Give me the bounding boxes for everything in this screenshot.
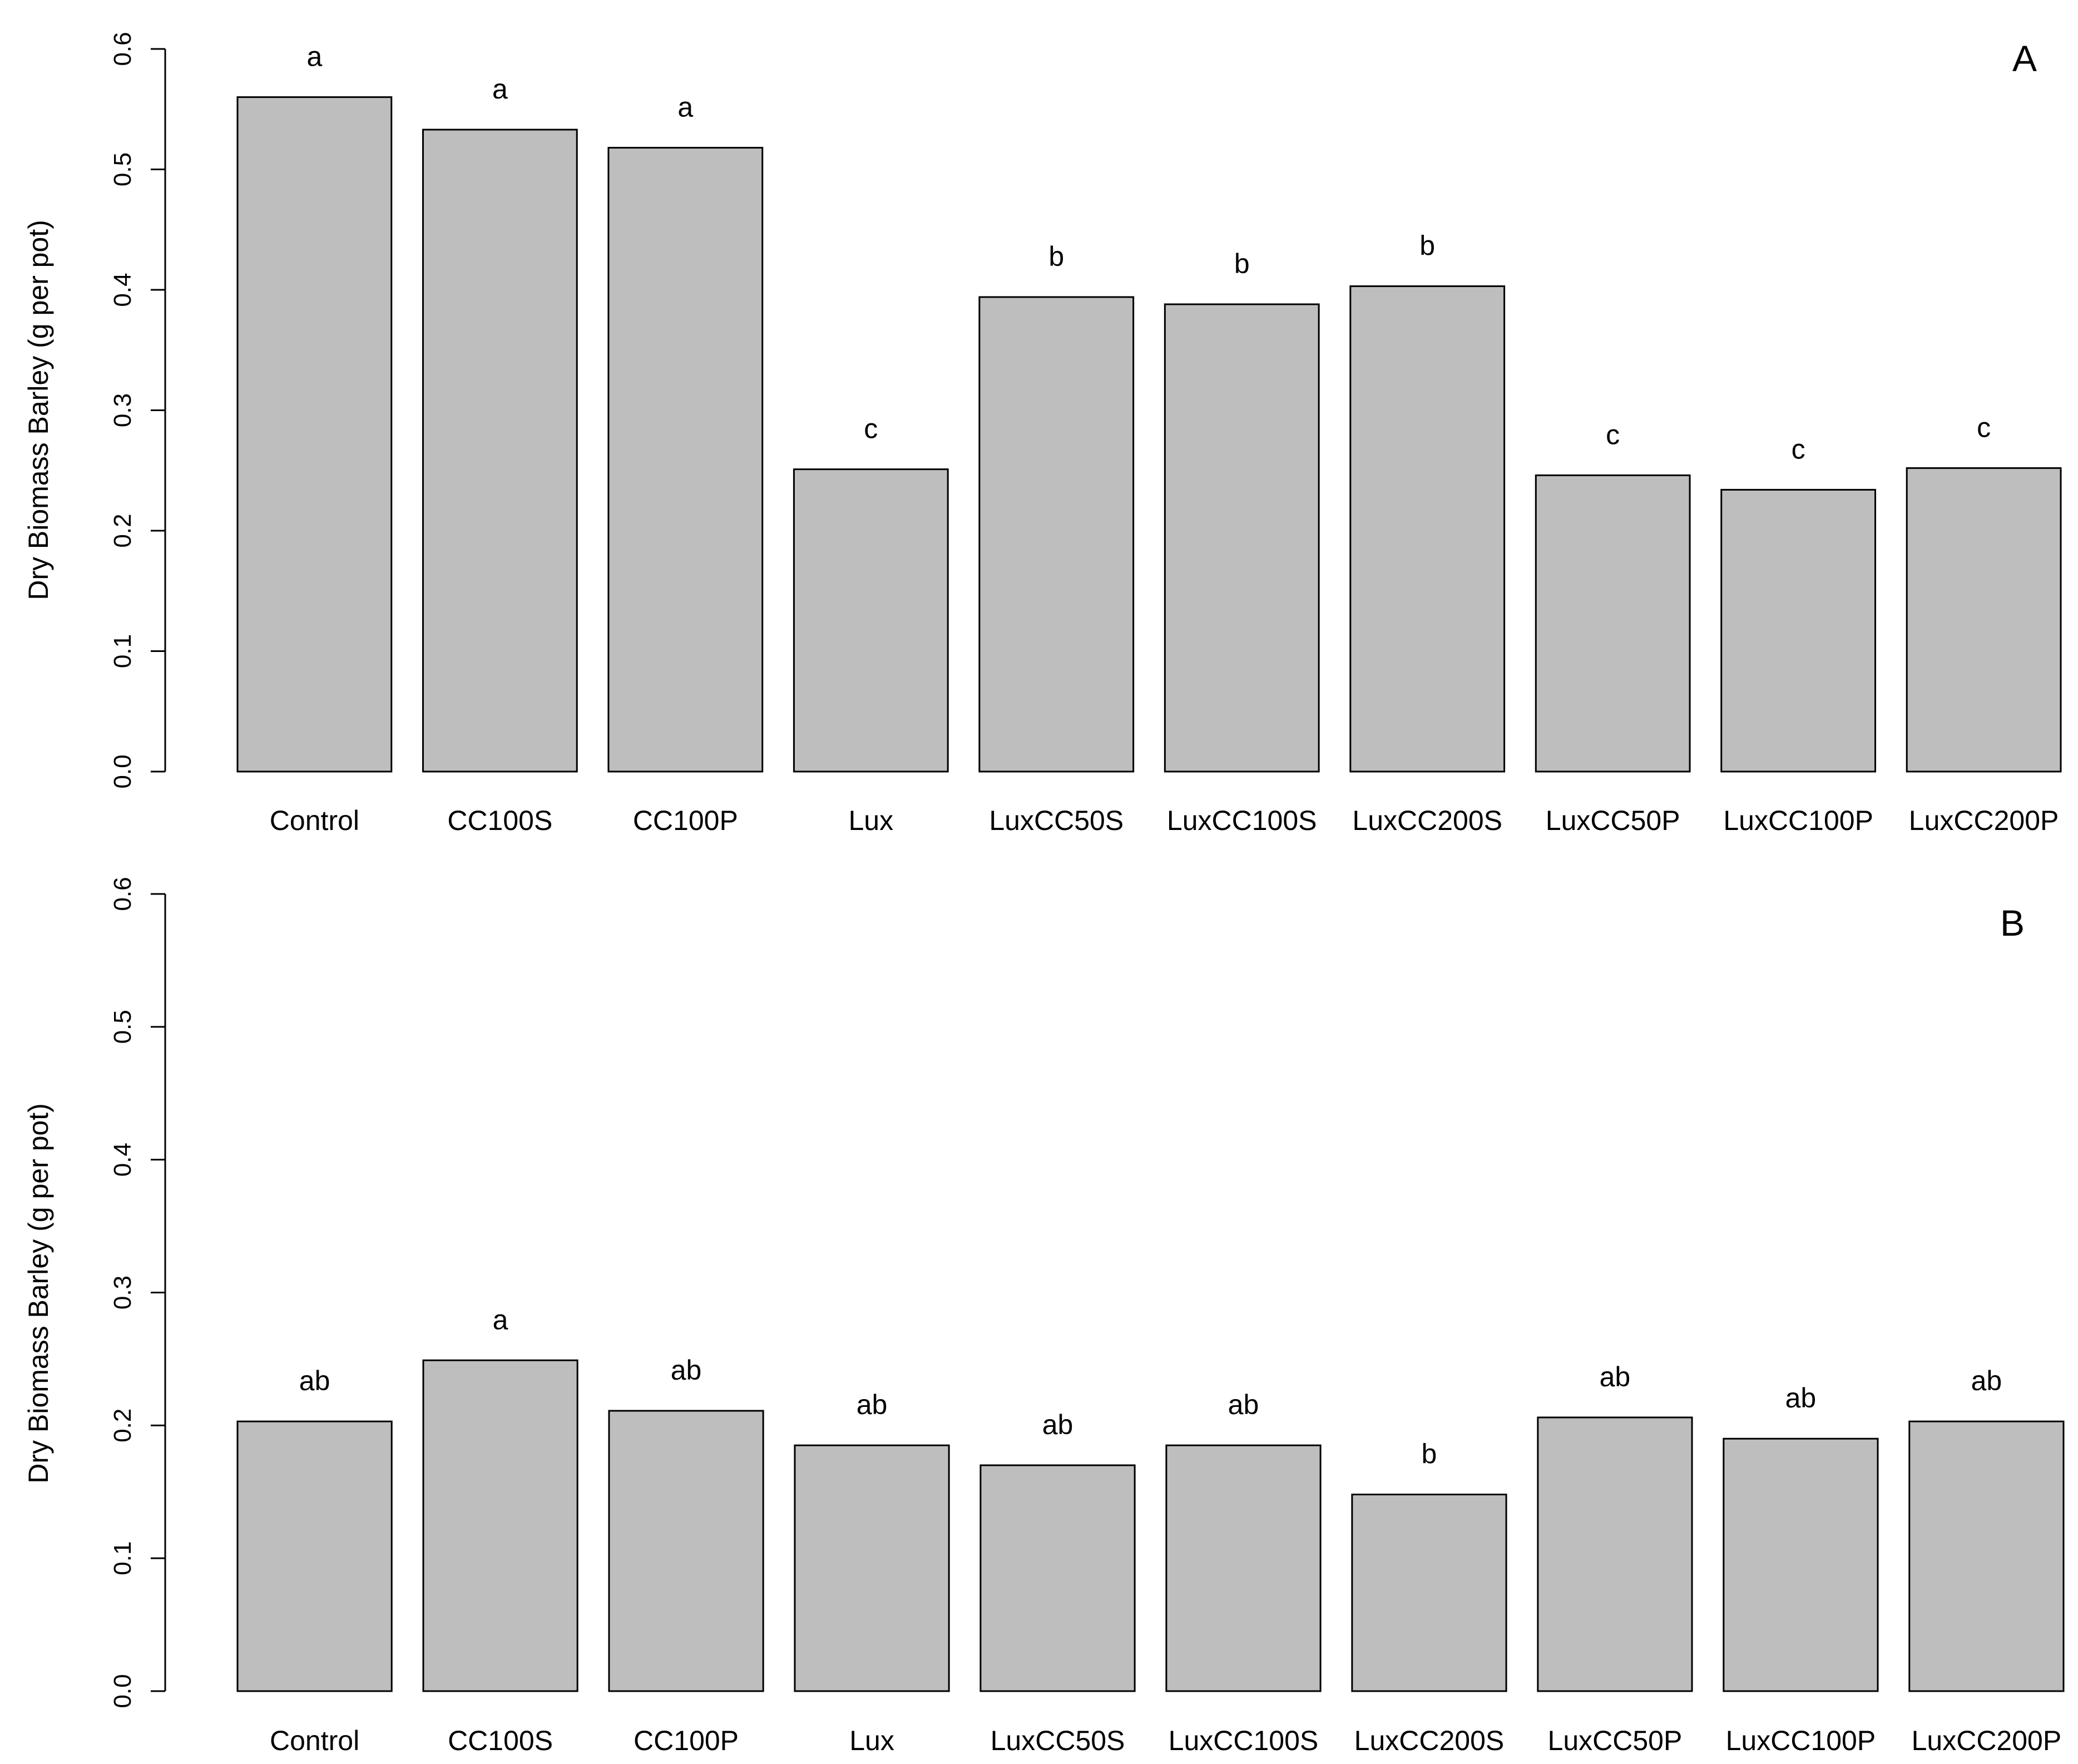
significance-letter: b <box>1048 241 1064 272</box>
bar-luxcc200s <box>1349 285 1506 773</box>
x-category-label: CC100P <box>634 1725 739 1756</box>
x-category-label: LuxCC200P <box>1909 805 2059 836</box>
significance-letter: ab <box>1971 1365 2002 1396</box>
significance-letter: b <box>1419 230 1435 261</box>
x-category-label: CC100P <box>633 805 738 836</box>
significance-letter: a <box>492 73 508 105</box>
significance-letter: c <box>864 413 878 444</box>
bar-luxcc200p <box>1906 467 2062 773</box>
bar-luxcc100s <box>1164 303 1320 773</box>
y-tick-label: 0.1 <box>109 634 136 668</box>
y-tick-label: 0.2 <box>109 513 136 547</box>
significance-letter: ab <box>1228 1389 1259 1420</box>
x-category-label: LuxCC50P <box>1546 805 1680 836</box>
x-category-label: LuxCC50P <box>1548 1725 1683 1756</box>
bar-luxcc200p <box>1908 1420 2065 1692</box>
bar-cc100p <box>607 147 764 773</box>
significance-letter: b <box>1234 248 1250 279</box>
x-category-label: CC100S <box>448 1725 553 1756</box>
y-tick-label: 0.2 <box>109 1409 136 1442</box>
bar-luxcc50s <box>979 1464 1136 1692</box>
x-category-label: LuxCC100S <box>1167 805 1317 836</box>
bar-control <box>236 1420 393 1692</box>
y-tick-label: 0.0 <box>109 1674 136 1708</box>
significance-letter: c <box>1606 419 1620 450</box>
y-tick-label: 0.6 <box>109 877 136 911</box>
y-tick-label: 0.4 <box>109 1143 136 1177</box>
bar-cc100s <box>422 1359 578 1692</box>
significance-letter: ab <box>1785 1382 1817 1414</box>
bar-lux <box>794 1444 950 1692</box>
significance-letter: ab <box>857 1389 888 1420</box>
bar-luxcc50p <box>1537 1416 1693 1692</box>
significance-letter: a <box>493 1304 508 1335</box>
significance-letter: ab <box>1600 1361 1631 1392</box>
panel-label: B <box>2000 902 2025 943</box>
x-category-label: CC100S <box>447 805 552 836</box>
chart-panel-b: 0.0 0.1 0.2 0.3 0.4 0.5 0.6 Dry Biomass Barley … <box>23 877 2065 1756</box>
bar-luxcc200s <box>1351 1494 1507 1692</box>
significance-letter: c <box>1977 412 1991 443</box>
y-tick-label: 0.1 <box>109 1541 136 1575</box>
x-category-label: LuxCC200S <box>1352 805 1502 836</box>
bar-lux <box>793 468 949 773</box>
x-category-label: LuxCC200S <box>1354 1725 1505 1756</box>
bar-luxcc100s <box>1165 1444 1322 1692</box>
y-tick-label: 0.0 <box>109 754 136 788</box>
x-category-label: LuxCC50S <box>991 1725 1125 1756</box>
bar-control <box>236 96 393 773</box>
significance-letter: ab <box>671 1355 702 1386</box>
x-category-label: LuxCC100S <box>1169 1725 1319 1756</box>
significance-letter: ab <box>1042 1409 1073 1440</box>
x-category-label: LuxCC50S <box>989 805 1124 836</box>
bar-luxcc50s <box>978 296 1135 773</box>
significance-letter: b <box>1422 1439 1437 1470</box>
bar-cc100p <box>608 1410 764 1692</box>
y-tick-label: 0.3 <box>109 393 136 427</box>
y-tick-label: 0.6 <box>109 32 136 66</box>
x-category-label: LuxCC200P <box>1912 1725 2062 1756</box>
chart-panel-a: 0.0 0.1 0.2 0.3 0.4 0.5 0.6 Dry Biomass Barley … <box>23 32 2062 836</box>
significance-letter: ab <box>299 1365 330 1396</box>
bar-luxcc100p <box>1720 488 1877 773</box>
x-category-label: LuxCC100P <box>1723 805 1873 836</box>
panel-label: A <box>2012 38 2037 79</box>
bar-luxcc50p <box>1535 474 1691 773</box>
y-tick-label: 0.4 <box>109 273 136 307</box>
y-tick-label: 0.5 <box>109 152 136 186</box>
bar-luxcc100p <box>1723 1437 1879 1692</box>
x-category-label: Lux <box>849 1725 894 1756</box>
bar-cc100s <box>422 129 578 773</box>
y-tick-label: 0.5 <box>109 1010 136 1044</box>
x-category-label: Control <box>270 805 359 836</box>
significance-letter: a <box>306 41 322 72</box>
significance-letter: a <box>677 92 693 123</box>
significance-letter: c <box>1792 433 1805 465</box>
x-category-label: LuxCC100P <box>1726 1725 1876 1756</box>
y-axis-title: Dry Biomass Barley (g per pot) <box>23 220 54 600</box>
x-category-label: Lux <box>848 805 893 836</box>
y-tick-label: 0.3 <box>109 1276 136 1310</box>
y-axis-title: Dry Biomass Barley (g per pot) <box>23 1103 54 1484</box>
x-category-label: Control <box>270 1725 359 1756</box>
